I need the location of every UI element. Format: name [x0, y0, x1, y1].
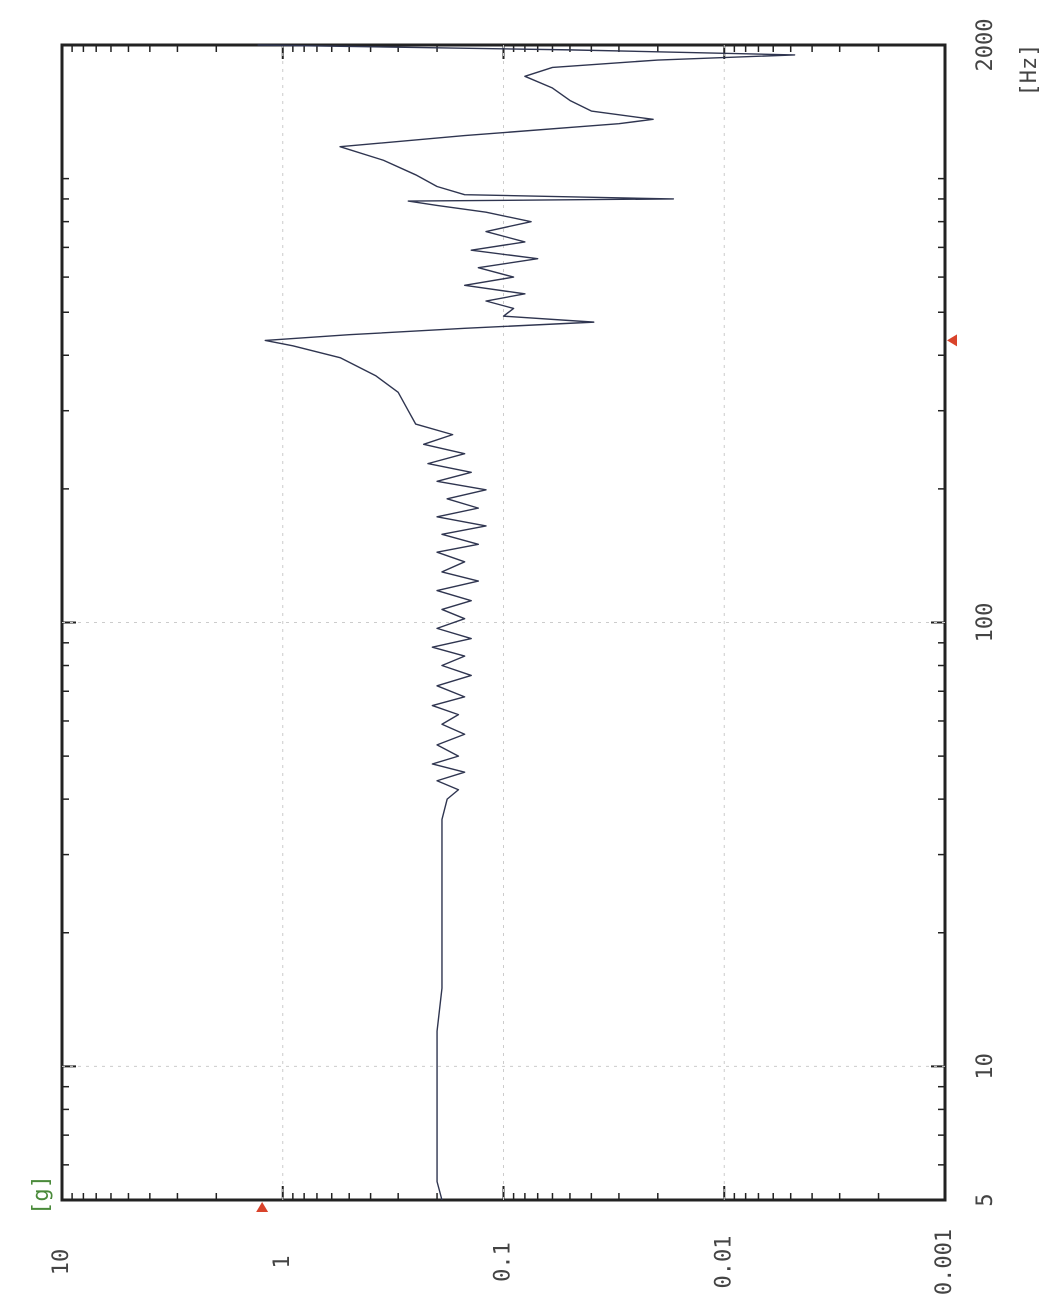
y-tick-label: 1 [270, 1255, 295, 1268]
x-tick-label: 100 [973, 603, 998, 643]
y-tick-label: 0.001 [932, 1229, 957, 1295]
x-tick-label: 2000 [973, 19, 998, 72]
x-tick-label: 5 [973, 1193, 998, 1206]
y-tick-label: 0.01 [711, 1236, 736, 1289]
y-tick-label: 10 [49, 1249, 74, 1276]
y-axis-label: [g] [29, 1175, 54, 1215]
x-marker [947, 334, 957, 347]
x-tick-label: 10 [973, 1053, 998, 1080]
x-axis-label: [Hz] [1017, 44, 1042, 97]
y-tick-label: 0.1 [491, 1242, 516, 1282]
y-marker [256, 1202, 269, 1212]
spectrum-line [257, 44, 796, 1201]
